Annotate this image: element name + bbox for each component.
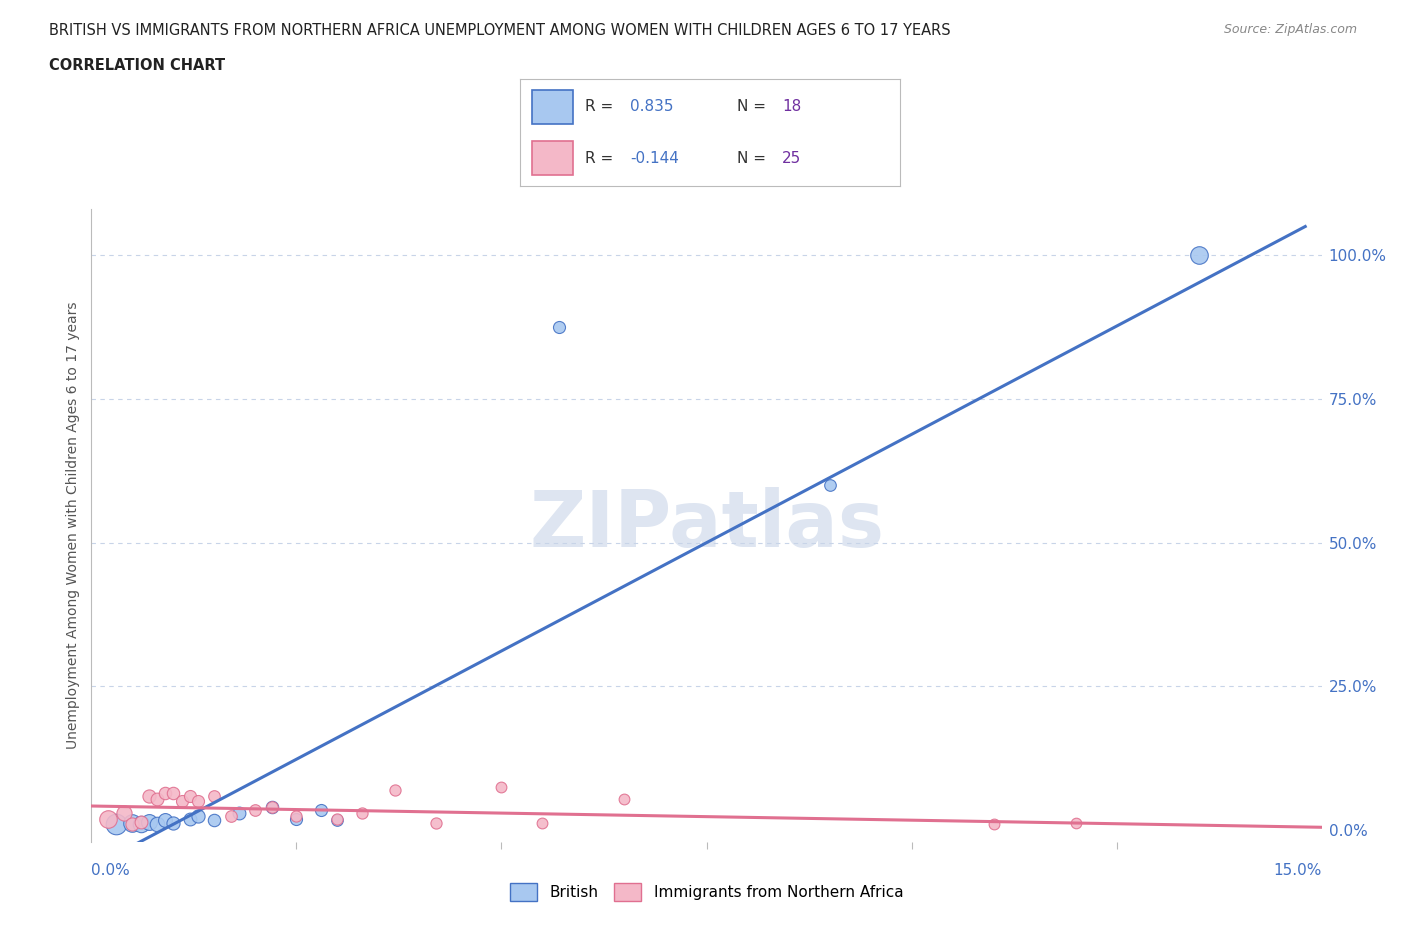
Text: 25: 25 xyxy=(782,151,801,166)
Text: 0.835: 0.835 xyxy=(630,100,673,114)
Bar xyxy=(531,89,574,124)
Point xyxy=(245,803,267,817)
Point xyxy=(187,794,209,809)
Point xyxy=(170,794,193,809)
Y-axis label: Unemployment Among Women with Children Ages 6 to 17 years: Unemployment Among Women with Children A… xyxy=(66,301,80,750)
Point xyxy=(548,320,571,335)
Text: CORRELATION CHART: CORRELATION CHART xyxy=(49,58,225,73)
Point xyxy=(138,789,160,804)
Text: ZIPatlas: ZIPatlas xyxy=(529,487,884,564)
Legend: British, Immigrants from Northern Africa: British, Immigrants from Northern Africa xyxy=(503,877,910,907)
Point xyxy=(105,817,127,831)
Text: BRITISH VS IMMIGRANTS FROM NORTHERN AFRICA UNEMPLOYMENT AMONG WOMEN WITH CHILDRE: BRITISH VS IMMIGRANTS FROM NORTHERN AFRI… xyxy=(49,23,950,38)
Text: R =: R = xyxy=(585,100,613,114)
Point xyxy=(983,817,1005,831)
Text: 0.0%: 0.0% xyxy=(91,863,131,878)
Point xyxy=(384,782,406,797)
Point xyxy=(202,813,225,828)
Point xyxy=(112,805,135,820)
Text: R =: R = xyxy=(585,151,613,166)
Point xyxy=(491,779,513,794)
Point xyxy=(153,785,177,800)
Point xyxy=(818,478,841,493)
Point xyxy=(260,800,283,815)
Text: N =: N = xyxy=(737,100,766,114)
Point xyxy=(326,813,349,828)
Point xyxy=(146,817,169,831)
Point xyxy=(138,814,160,829)
Point xyxy=(162,816,184,830)
Point xyxy=(146,791,169,806)
Point xyxy=(179,789,201,804)
Point xyxy=(219,808,242,823)
Point xyxy=(1064,816,1087,830)
Point xyxy=(352,805,374,820)
Point xyxy=(326,811,349,826)
Point xyxy=(228,805,250,820)
Point xyxy=(153,813,177,828)
Point xyxy=(121,816,143,830)
Point xyxy=(425,816,447,830)
Point xyxy=(202,789,225,804)
Bar xyxy=(531,141,574,175)
Point xyxy=(285,808,308,823)
Text: N =: N = xyxy=(737,151,766,166)
Point xyxy=(187,808,209,823)
Point xyxy=(121,817,143,831)
Point xyxy=(260,800,283,815)
Text: -0.144: -0.144 xyxy=(630,151,679,166)
Text: Source: ZipAtlas.com: Source: ZipAtlas.com xyxy=(1223,23,1357,36)
Point xyxy=(309,803,332,817)
Point xyxy=(129,814,152,829)
Point xyxy=(285,811,308,826)
Point xyxy=(129,817,152,831)
Point xyxy=(97,811,120,826)
Text: 18: 18 xyxy=(782,100,801,114)
Point xyxy=(1187,247,1209,262)
Point xyxy=(613,791,636,806)
Point xyxy=(162,785,184,800)
Point xyxy=(179,811,201,826)
Text: 15.0%: 15.0% xyxy=(1274,863,1322,878)
Point xyxy=(531,816,554,830)
